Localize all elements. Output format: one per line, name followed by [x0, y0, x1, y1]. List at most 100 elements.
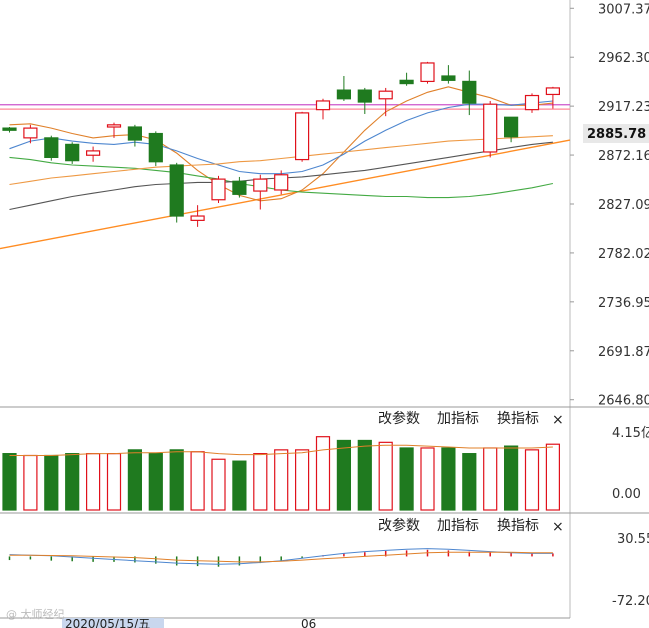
volume-switch-indicator-button[interactable]: 换指标 — [497, 410, 539, 427]
macd-panel: 30.55 -72.20 — [8, 532, 649, 609]
candle-body — [65, 143, 80, 162]
candle — [253, 174, 268, 210]
candle — [44, 135, 59, 161]
candle — [65, 142, 80, 164]
candle — [190, 205, 205, 227]
volume-bar — [190, 451, 205, 511]
candle-body — [190, 215, 205, 221]
volume-bar — [274, 449, 289, 511]
candle-body — [148, 132, 163, 163]
price-tick-label: 2872.16 — [598, 149, 649, 164]
volume-add-indicator-button[interactable]: 加指标 — [437, 411, 479, 427]
candle — [211, 175, 226, 203]
volume-bar — [378, 441, 393, 511]
candle — [420, 61, 435, 84]
macd-params-button[interactable]: 改参数 — [378, 517, 420, 534]
candle-body — [357, 89, 372, 103]
volume-bar — [524, 449, 540, 511]
macd-close-icon[interactable]: × — [552, 519, 564, 535]
volume-bar — [127, 449, 142, 511]
candle — [545, 86, 561, 109]
macd-panel-toolbar: 改参数 加指标 换指标 × — [378, 517, 564, 535]
candle — [483, 100, 498, 158]
watermark-text: @ 大师经纪 — [6, 607, 65, 621]
candle — [399, 72, 414, 86]
candle — [524, 93, 540, 113]
volume-close-icon[interactable]: × — [552, 412, 564, 428]
price-tick-label: 2691.87 — [598, 345, 649, 360]
candle — [23, 124, 38, 144]
candle — [357, 87, 372, 114]
candle-body — [336, 89, 351, 100]
volume-bar — [148, 453, 163, 511]
candle — [441, 65, 456, 84]
candle-body — [211, 178, 226, 201]
candle — [232, 176, 247, 198]
candle-body — [483, 103, 498, 153]
price-axis: 3007.37 2962.30 2917.23 2872.16 2827.09 2782.… — [570, 2, 649, 409]
volume-bar — [420, 447, 435, 511]
candlesticks — [2, 61, 561, 227]
candle-body — [295, 112, 310, 161]
volume-bar — [357, 439, 372, 511]
candle-body — [420, 62, 435, 83]
macd-dea-line — [9, 551, 553, 563]
candle — [378, 87, 393, 117]
candle-body — [2, 127, 17, 131]
volume-bar — [2, 453, 17, 511]
candle-body — [106, 124, 122, 128]
volume-tick-label: 4.15亿 — [612, 426, 649, 441]
candle-body — [85, 150, 101, 156]
price-tick-label: 2782.02 — [598, 247, 649, 262]
candle — [462, 70, 477, 116]
candle-body — [504, 116, 519, 138]
volume-bar — [336, 439, 351, 511]
price-tick-label: 3007.37 — [598, 2, 649, 17]
date-label-box — [62, 618, 164, 628]
macd-add-indicator-button[interactable]: 加指标 — [437, 518, 479, 534]
volume-panel: 4.15亿 0.00 — [2, 426, 649, 511]
volume-params-button[interactable]: 改参数 — [378, 410, 420, 427]
candle — [169, 162, 184, 223]
volume-bar — [483, 447, 498, 511]
macd-dif-line — [9, 548, 553, 565]
price-tick-label: 2827.09 — [598, 198, 649, 213]
volume-bar — [65, 453, 80, 511]
candle-body — [127, 126, 142, 141]
last-price-text: 2885.78 — [587, 127, 646, 142]
macd-tick-label: 30.55 — [617, 532, 649, 547]
volume-bar — [106, 453, 122, 511]
volume-bar — [232, 460, 247, 511]
price-tick-label: 2917.23 — [598, 100, 649, 115]
volume-bar — [441, 447, 456, 511]
volume-bar — [85, 453, 101, 511]
candle — [148, 131, 163, 167]
volume-bar — [253, 453, 268, 511]
candle — [2, 127, 17, 133]
volume-bar — [504, 445, 519, 511]
last-price-label: 2885.78 — [583, 124, 649, 143]
candle-body — [23, 127, 38, 139]
candle-body — [232, 180, 247, 195]
price-tick-label: 2646.80 — [598, 394, 649, 409]
candle-body — [399, 79, 414, 85]
volume-bar — [462, 453, 477, 511]
trend-line — [0, 139, 571, 250]
candle-body — [441, 75, 456, 81]
volume-bar — [44, 454, 59, 511]
date-label: 2020/05/15/五 — [65, 617, 150, 628]
candle-body — [274, 174, 289, 191]
volume-bar — [169, 449, 184, 511]
candle — [315, 98, 331, 120]
macd-tick-label: -72.20 — [612, 594, 649, 609]
macd-switch-indicator-button[interactable]: 换指标 — [497, 517, 539, 534]
candle-body — [315, 100, 331, 111]
volume-bar — [211, 458, 226, 511]
candle-body — [169, 164, 184, 217]
volume-bar — [23, 454, 38, 511]
last-price-box — [583, 124, 649, 143]
volume-tick-label: 0.00 — [612, 487, 641, 502]
candle — [85, 146, 101, 162]
moving-average-line — [9, 135, 553, 186]
